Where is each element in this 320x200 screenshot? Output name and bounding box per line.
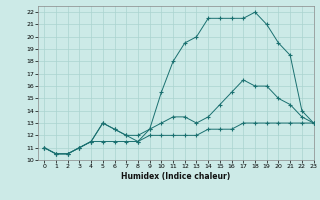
X-axis label: Humidex (Indice chaleur): Humidex (Indice chaleur) [121,172,231,181]
